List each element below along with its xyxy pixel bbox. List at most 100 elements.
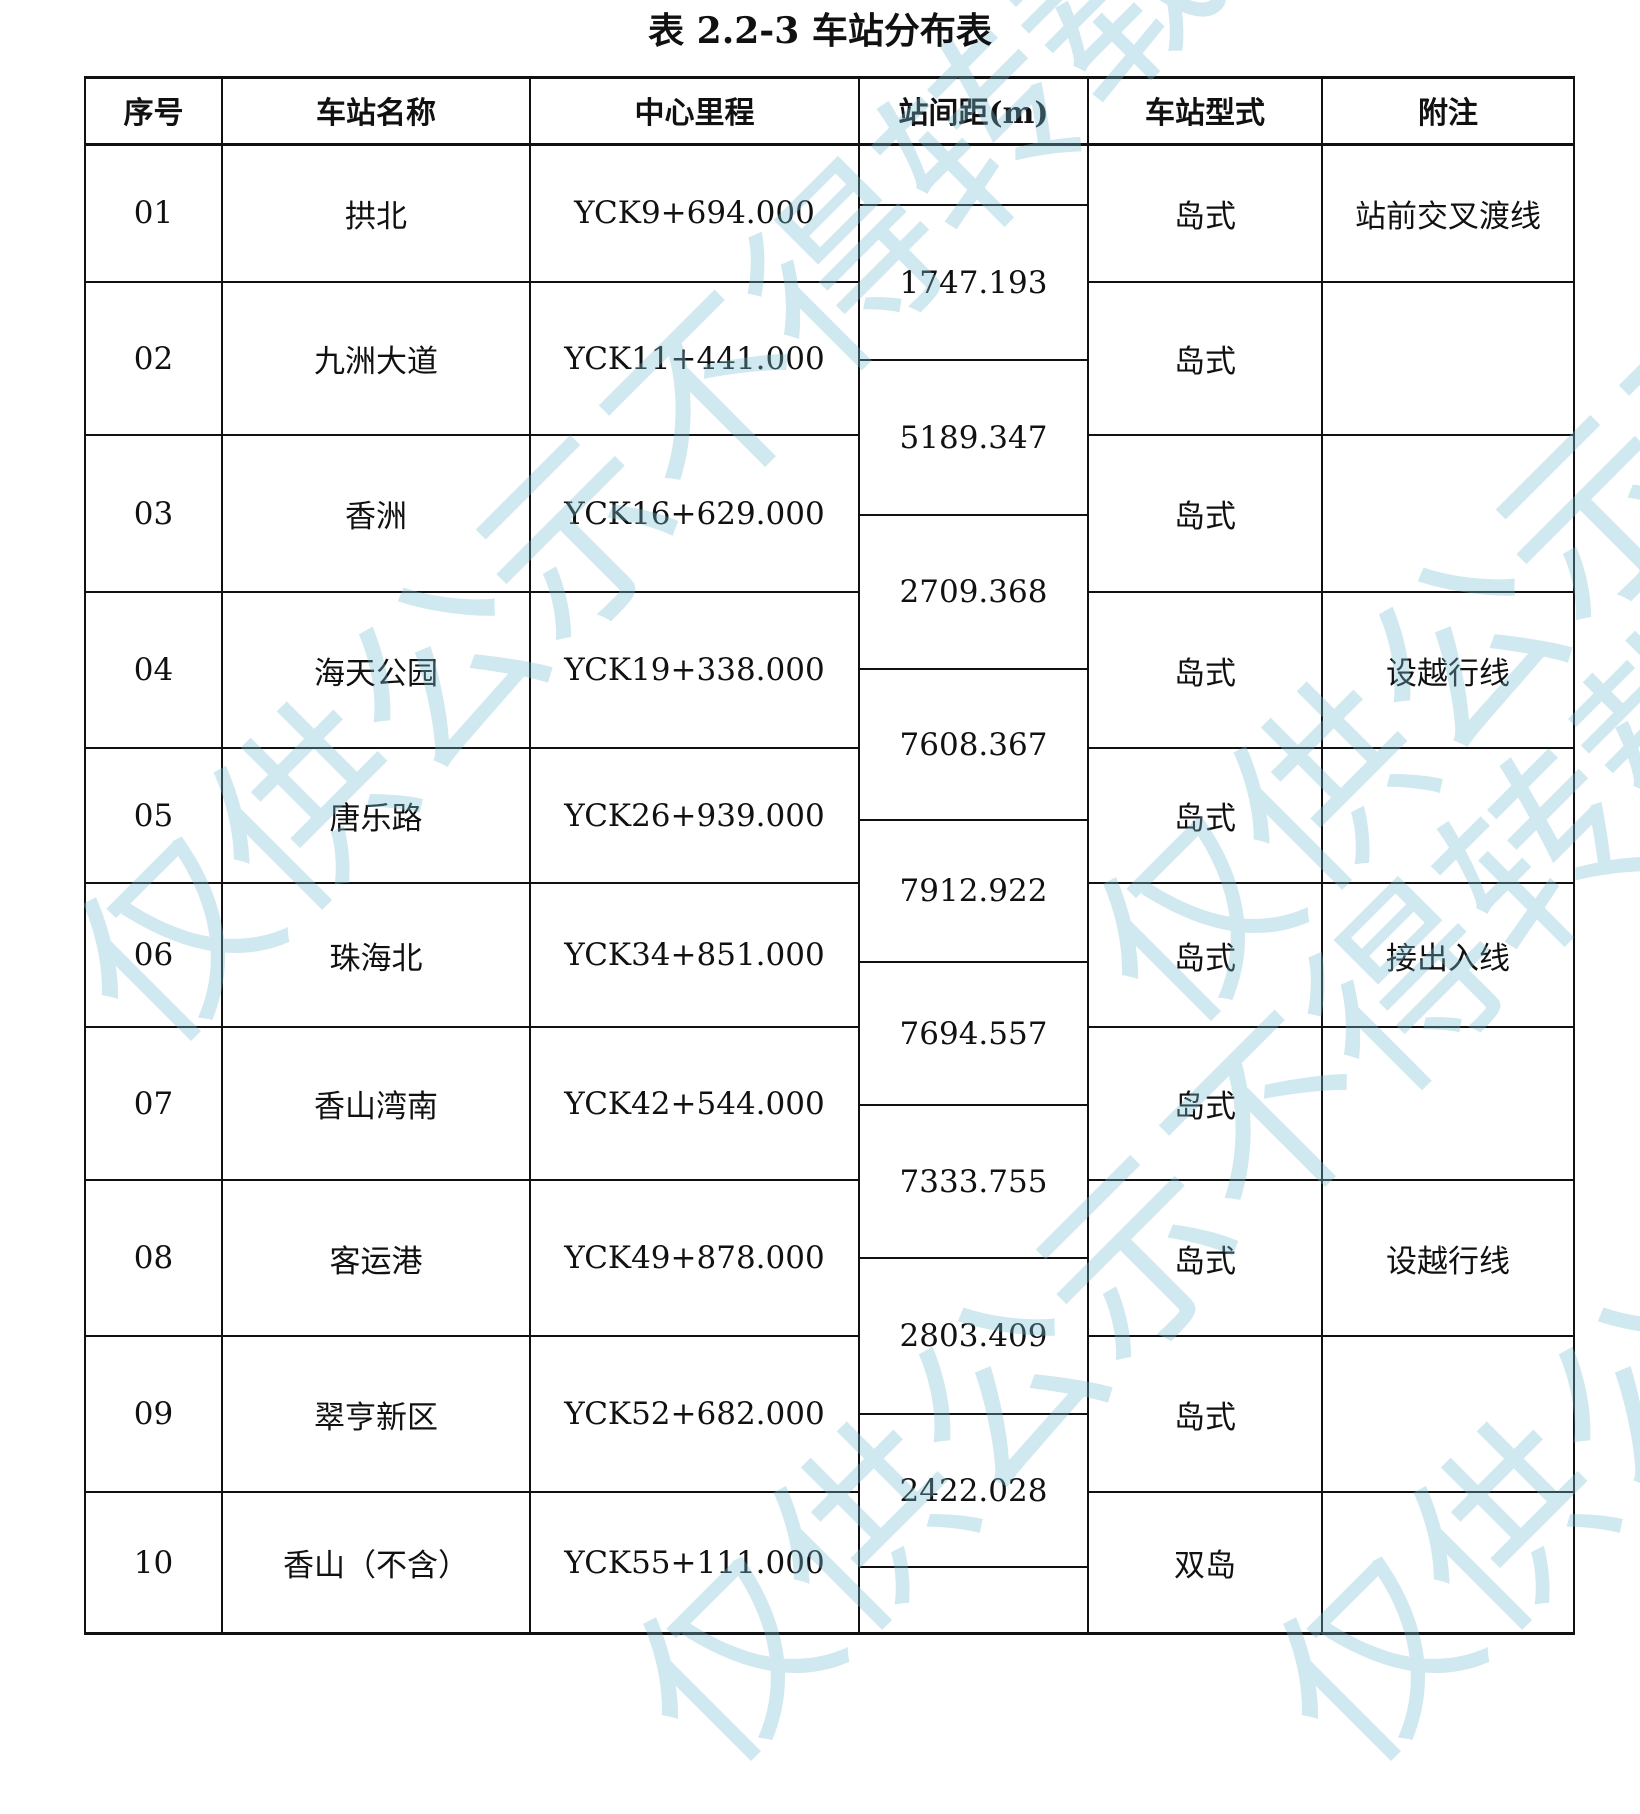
station-type-cell: 岛式 [1174, 198, 1236, 235]
station-note-cell: 设越行线 [1386, 655, 1510, 692]
column-header: 车站型式 [1145, 96, 1265, 131]
table-title: 表 2.2-3 车站分布表 [648, 10, 992, 52]
row-divider [85, 434, 859, 436]
station-type-cell: 岛式 [1174, 1089, 1236, 1125]
row-divider [1088, 882, 1574, 884]
station-type-cell: 双岛 [1174, 1548, 1236, 1584]
station-type-cell: 岛式 [1174, 1399, 1236, 1436]
row-divider [1088, 591, 1574, 593]
station-no-cell: 06 [133, 937, 174, 973]
row-divider [1088, 1179, 1574, 1181]
station-type-cell: 岛式 [1174, 499, 1236, 535]
station-type-cell: 岛式 [1174, 940, 1236, 977]
station-note-cell [1322, 1492, 1574, 1633]
row-divider [1088, 281, 1574, 283]
station-mileage-cell: YCK19+338.000 [564, 652, 825, 688]
row-divider [1088, 1335, 1574, 1337]
station-mileage-cell: YCK55+111.000 [564, 1544, 825, 1581]
station-note-cell [1322, 1336, 1574, 1492]
station-mileage-cell: YCK11+441.000 [564, 340, 825, 377]
header-divider [85, 143, 1574, 146]
station-type-cell: 岛式 [1174, 1243, 1236, 1280]
station-note-cell: 站前交叉渡线 [1355, 198, 1541, 235]
station-distance-cell: 7608.367 [899, 726, 1048, 763]
station-distance-cell: 7912.922 [899, 873, 1048, 909]
station-distance-cell: 1747.193 [899, 264, 1048, 301]
distance-divider [859, 961, 1088, 963]
station-note-cell [1322, 748, 1574, 883]
station-no-cell: 02 [133, 340, 174, 377]
distance-divider [859, 204, 1088, 206]
column-divider [1087, 76, 1089, 1635]
station-type-cell: 岛式 [1174, 655, 1236, 692]
station-distance-cell: 2709.368 [899, 574, 1048, 610]
column-divider [221, 76, 223, 1635]
station-mileage-cell: YCK9+694.000 [574, 195, 815, 231]
table-bottom-border [85, 1632, 1574, 1635]
station-mileage-cell: YCK34+851.000 [564, 937, 825, 973]
station-no-cell: 10 [133, 1544, 174, 1581]
station-distance-cell: 5189.347 [899, 419, 1048, 456]
column-header: 序号 [123, 96, 184, 131]
station-name-cell: 客运港 [329, 1243, 423, 1280]
column-header: 中心里程 [634, 96, 755, 131]
station-no-cell: 07 [133, 1085, 174, 1122]
distance-divider [859, 668, 1088, 670]
row-divider [85, 281, 859, 283]
row-divider [85, 1179, 859, 1181]
station-distance-cell: 7694.557 [899, 1015, 1048, 1052]
distance-divider [859, 1104, 1088, 1106]
column-header: 车站名称 [316, 96, 436, 131]
station-name-cell: 香山湾南 [314, 1089, 438, 1125]
station-name-cell: 珠海北 [329, 940, 423, 977]
column-divider [1573, 76, 1575, 1635]
column-header: 站间距(m) [898, 96, 1049, 131]
row-divider [85, 1491, 859, 1493]
station-name-cell: 拱北 [345, 198, 407, 235]
station-no-cell: 04 [133, 652, 174, 688]
station-name-cell: 香洲 [345, 499, 407, 535]
station-no-cell: 05 [133, 797, 174, 834]
station-distance-cell: 2803.409 [899, 1318, 1048, 1354]
station-name-cell: 翠亨新区 [314, 1399, 438, 1436]
station-no-cell: 08 [133, 1240, 174, 1276]
row-divider [1088, 747, 1574, 749]
station-type-cell: 岛式 [1174, 801, 1236, 837]
station-note-cell [1322, 435, 1574, 592]
station-note-cell: 接出入线 [1386, 940, 1510, 977]
row-divider [1088, 1026, 1574, 1028]
table-top-border [85, 76, 1574, 79]
station-mileage-cell: YCK16+629.000 [564, 495, 825, 532]
distance-divider [859, 1566, 1088, 1568]
station-distance-cell: 2422.028 [899, 1472, 1048, 1509]
distance-divider [859, 359, 1088, 361]
distance-divider [859, 1257, 1088, 1259]
column-header: 附注 [1418, 96, 1478, 131]
station-name-cell: 唐乐路 [329, 801, 423, 837]
distance-divider [859, 819, 1088, 821]
station-no-cell: 01 [133, 195, 174, 231]
row-divider [1088, 1491, 1574, 1493]
row-divider [85, 1026, 859, 1028]
station-mileage-cell: YCK26+939.000 [564, 797, 825, 834]
station-name-cell: 九洲大道 [314, 344, 438, 380]
station-note-cell [1322, 282, 1574, 435]
distance-divider [859, 1413, 1088, 1415]
column-divider [858, 76, 860, 1635]
row-divider [85, 1335, 859, 1337]
column-divider [529, 76, 531, 1635]
station-type-cell: 岛式 [1174, 344, 1236, 380]
station-no-cell: 03 [133, 495, 174, 532]
station-mileage-cell: YCK49+878.000 [564, 1240, 825, 1276]
station-distance-cell: 7333.755 [899, 1163, 1048, 1200]
station-name-cell: 海天公园 [314, 655, 438, 692]
station-note-cell [1322, 1027, 1574, 1180]
distance-divider [859, 514, 1088, 516]
station-mileage-cell: YCK52+682.000 [564, 1396, 825, 1432]
station-no-cell: 09 [133, 1396, 174, 1432]
row-divider [85, 747, 859, 749]
station-mileage-cell: YCK42+544.000 [564, 1085, 825, 1122]
row-divider [85, 591, 859, 593]
station-note-cell: 设越行线 [1386, 1243, 1510, 1280]
column-divider [1321, 76, 1323, 1635]
